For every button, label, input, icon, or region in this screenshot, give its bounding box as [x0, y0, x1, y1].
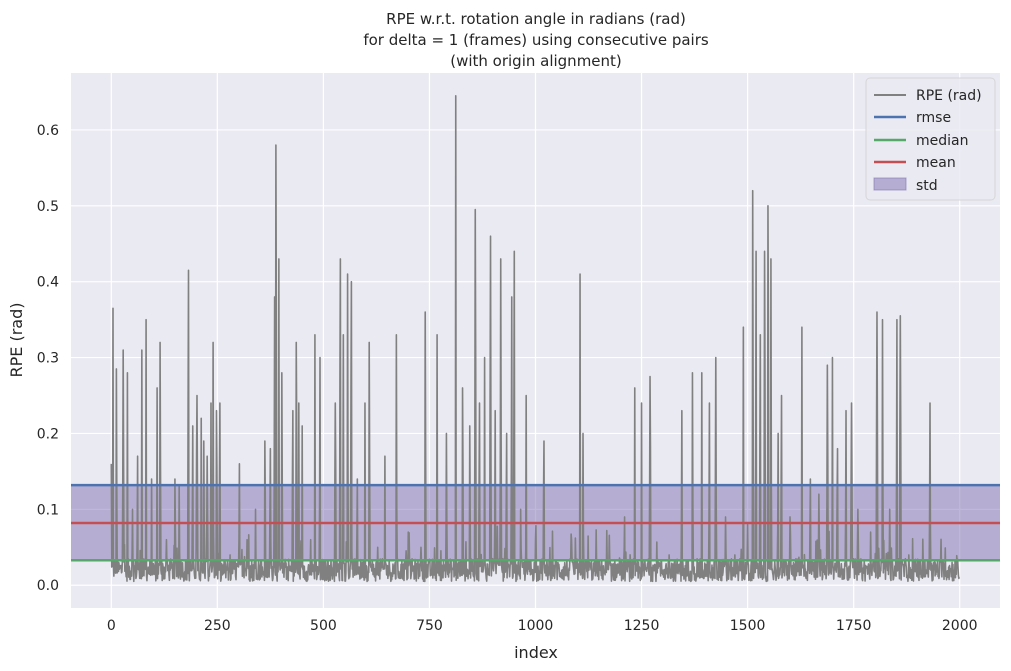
y-tick-label: 0.6 — [37, 123, 59, 139]
x-tick-label: 1500 — [730, 618, 766, 634]
x-tick-labels: 0 250 500 750 1000 1250 1500 1750 2000 — [107, 618, 978, 634]
legend-label-median: median — [916, 133, 968, 149]
legend: RPE (rad) rmse median mean std — [865, 77, 996, 201]
x-tick-label: 750 — [416, 618, 443, 634]
y-tick-label: 0.0 — [37, 578, 59, 594]
legend-label-rpe: RPE (rad) — [916, 88, 982, 104]
y-tick-label: 0.4 — [37, 275, 59, 291]
rpe-series-line — [110, 94, 961, 583]
x-tick-label: 1750 — [836, 618, 872, 634]
x-tick-label: 0 — [107, 618, 116, 634]
y-tick-label: 0.5 — [37, 199, 59, 215]
title-line-1: RPE w.r.t. rotation angle in radians (ra… — [386, 10, 686, 28]
x-tick-label: 250 — [204, 618, 231, 634]
title-line-3: (with origin alignment) — [450, 52, 622, 70]
chart-title: RPE w.r.t. rotation angle in radians (ra… — [363, 10, 709, 70]
x-axis-label: index — [514, 643, 558, 662]
legend-box — [865, 77, 996, 201]
rpe-series-layer — [110, 94, 961, 583]
x-tick-label: 1250 — [624, 618, 660, 634]
legend-label-mean: mean — [916, 155, 956, 171]
legend-swatch-std — [873, 177, 907, 191]
y-axis-label: RPE (rad) — [7, 303, 26, 378]
x-tick-label: 500 — [310, 618, 337, 634]
y-tick-label: 0.3 — [37, 351, 59, 367]
y-tick-label: 0.2 — [37, 426, 59, 442]
y-tick-labels: 0.0 0.1 0.2 0.3 0.4 0.5 0.6 — [37, 123, 59, 594]
legend-label-rmse: rmse — [916, 110, 951, 126]
y-tick-label: 0.1 — [37, 502, 59, 518]
legend-label-std: std — [916, 178, 938, 194]
title-line-2: for delta = 1 (frames) using consecutive… — [363, 31, 709, 49]
x-tick-label: 1000 — [518, 618, 554, 634]
stat-lines-layer — [71, 483, 1000, 562]
x-tick-label: 2000 — [942, 618, 978, 634]
